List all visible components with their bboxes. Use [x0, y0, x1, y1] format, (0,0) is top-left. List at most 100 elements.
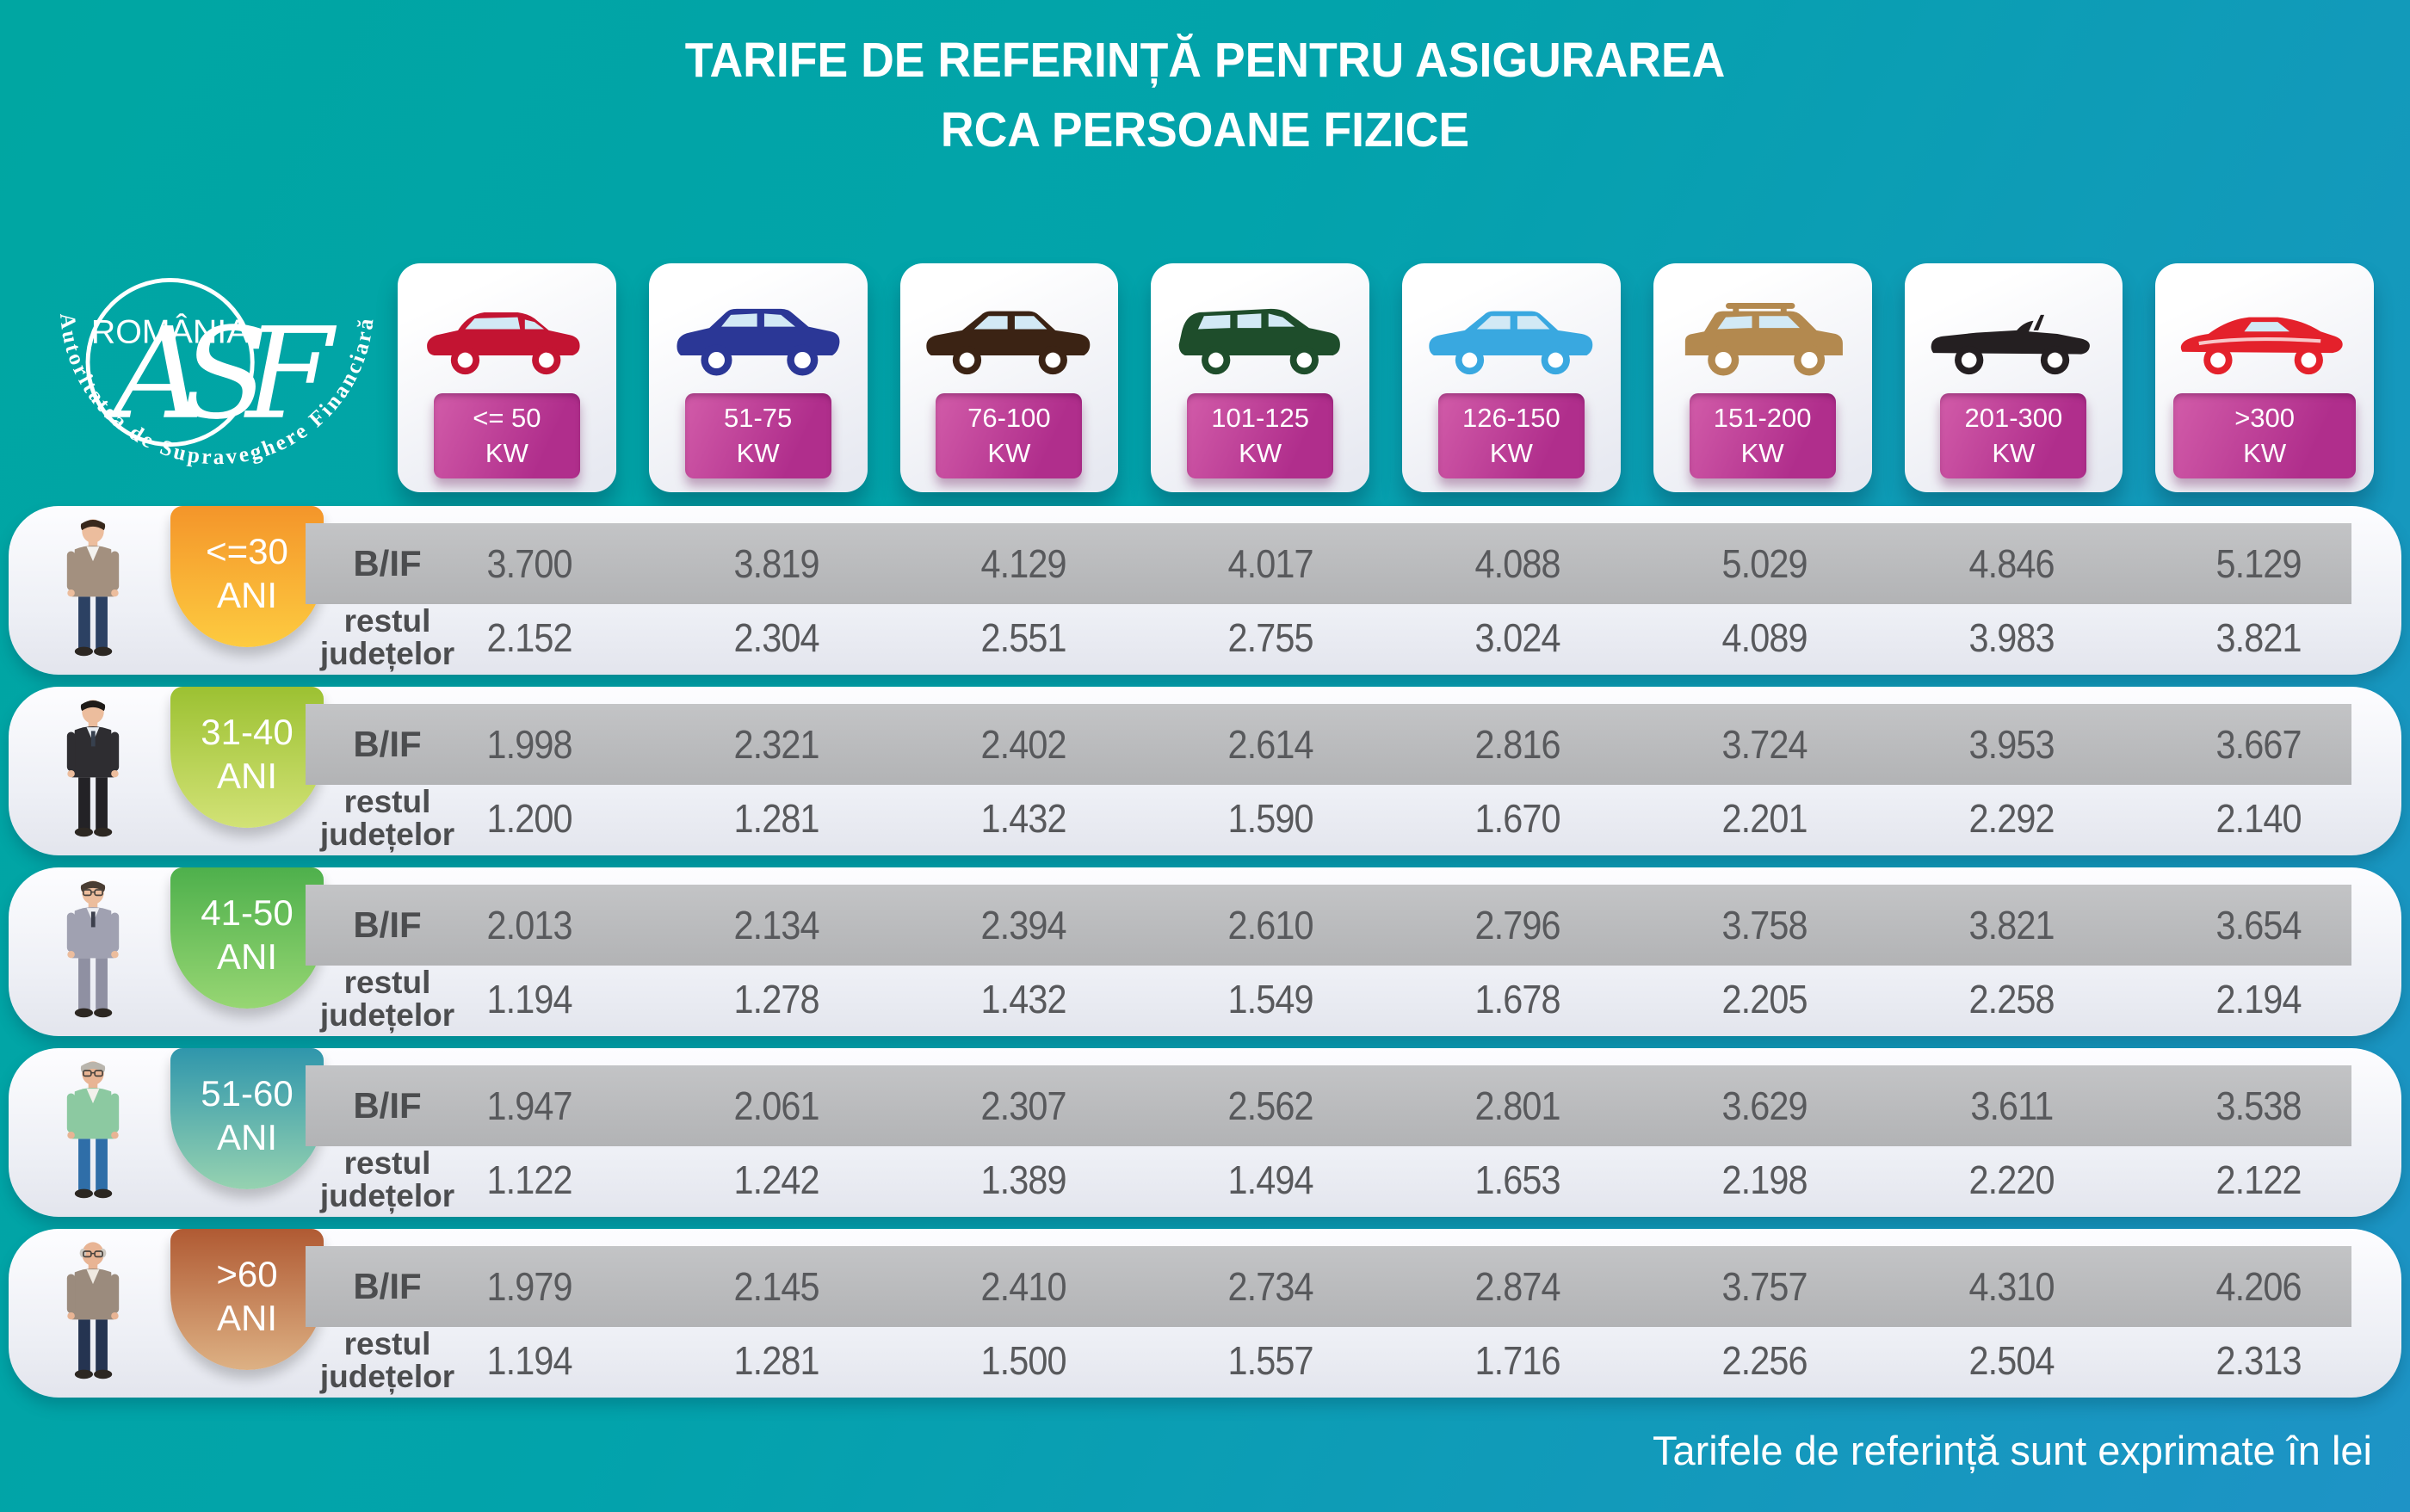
tariff-cell: 4.206 [2135, 1246, 2382, 1327]
region-label-bif: B/IF [353, 543, 422, 583]
power-card: >300 KW [2155, 263, 2374, 492]
tariff-cell: 2.061 [653, 1065, 900, 1146]
tariff-value: 1.716 [1474, 1338, 1561, 1383]
bif-values: 1.979 2.145 2.410 2.734 2.874 3.757 4.310 4.206 [406, 1246, 2382, 1327]
power-range-value: 76-100 [967, 403, 1051, 434]
rest-values: 2.152 2.304 2.551 2.755 3.024 4.089 3.983 3.821 [406, 606, 2382, 670]
tariff-value: 2.205 [1721, 977, 1808, 1021]
power-card: 76-100 KW [899, 263, 1119, 492]
tariff-value: 4.310 [1968, 1264, 2055, 1309]
tariff-value: 2.551 [980, 615, 1067, 660]
power-range-value: 201-300 [1964, 403, 2063, 434]
tariff-value: 2.201 [1721, 796, 1808, 841]
tariff-cell: 3.724 [1641, 704, 1888, 785]
region-label-rest: restul județelor [319, 784, 455, 852]
tariff-value: 3.024 [1474, 615, 1561, 660]
hatchback-car-icon [426, 312, 580, 375]
tariff-value: 2.610 [1227, 903, 1314, 947]
tariff-cell: 2.801 [1394, 1065, 1641, 1146]
tariff-cell: 4.129 [900, 523, 1147, 604]
tariff-cell: 2.504 [1888, 1329, 2135, 1392]
tariff-cell: 3.821 [2135, 606, 2382, 670]
tariff-value: 3.700 [486, 541, 573, 586]
power-range-unit: KW [485, 437, 528, 468]
tariff-cell: 2.304 [653, 606, 900, 670]
rest-band: restul județelor 1.122 1.242 1.389 1.494 1.6… [306, 1145, 2351, 1213]
rest-band: restul județelor 1.194 1.281 1.500 1.557 1.7… [306, 1328, 2351, 1392]
tariff-value: 1.998 [486, 722, 573, 767]
tariff-value: 2.874 [1474, 1264, 1561, 1309]
tariff-cell: 4.846 [1888, 523, 2135, 604]
tariff-value: 2.801 [1474, 1083, 1561, 1128]
tariff-value: 2.394 [980, 903, 1067, 947]
tariff-cell: 4.310 [1888, 1246, 2135, 1327]
tariff-value: 3.654 [2215, 903, 2302, 947]
tariff-value: 2.321 [733, 722, 820, 767]
bif-band: B/IF 1.998 2.321 2.402 2.614 2.816 3.724 3.953… [306, 704, 2351, 785]
tariff-value: 3.953 [1968, 722, 2055, 767]
tariff-value: 1.122 [486, 1157, 573, 1202]
region-label-rest: restul județelor [319, 1145, 455, 1213]
page-title-line1: TARIFE DE REFERINȚĂ PENTRU ASIGURAREA [684, 33, 1726, 88]
region-label-rest: restul județelor [319, 603, 455, 671]
tariff-cell: 2.258 [1888, 967, 2135, 1031]
tariff-value: 1.194 [486, 1338, 573, 1383]
tariff-cell: 1.653 [1394, 1148, 1641, 1212]
tariff-cell: 1.590 [1147, 787, 1394, 850]
rest-values: 1.194 1.278 1.432 1.549 1.678 2.205 2.258 2.194 [406, 967, 2382, 1031]
tariff-value: 2.796 [1474, 903, 1561, 947]
tariff-value: 2.562 [1227, 1083, 1314, 1128]
tariff-value: 1.432 [980, 977, 1067, 1021]
age-unit: ANI [216, 936, 277, 978]
tariff-value: 4.206 [2215, 1264, 2302, 1309]
rest-values: 1.122 1.242 1.389 1.494 1.653 2.198 2.220 2.122 [406, 1148, 2382, 1212]
tariff-cell: 1.194 [406, 967, 653, 1031]
tariff-value: 2.122 [2215, 1157, 2302, 1202]
tariff-value: 1.947 [486, 1083, 573, 1128]
tariff-value: 1.670 [1474, 796, 1561, 841]
tariff-cell: 2.394 [900, 885, 1147, 966]
tariff-cell: 1.281 [653, 1329, 900, 1392]
tariff-cell: 1.242 [653, 1148, 900, 1212]
tariff-cell: 1.194 [406, 1329, 653, 1392]
page-title-line2: RCA PERSOANE FIZICE [940, 102, 1470, 157]
power-card: 151-200 KW [1653, 263, 1872, 492]
power-range-label: 201-300 KW [1940, 393, 2087, 478]
power-card: <= 50 KW [398, 263, 616, 492]
suv-car-icon [1684, 302, 1843, 376]
rest-values: 1.200 1.281 1.432 1.590 1.670 2.201 2.292 2.140 [406, 787, 2382, 850]
tariff-cell: 2.614 [1147, 704, 1394, 785]
tariff-value: 1.653 [1474, 1157, 1561, 1202]
footer-note: Tarifele de referință sunt exprimate în … [1653, 1428, 2372, 1473]
tariff-value: 1.979 [486, 1264, 573, 1309]
bif-band: B/IF 1.979 2.145 2.410 2.734 2.874 3.757 4.310… [306, 1246, 2351, 1327]
tariff-value: 2.307 [980, 1083, 1067, 1128]
age-row: 31-40 ANI B/IF 1.998 2.321 2.402 2.614 2.816… [9, 687, 2401, 855]
age-range: >60 [216, 1254, 278, 1294]
tariff-value: 3.667 [2215, 722, 2302, 767]
tariff-cell: 1.122 [406, 1148, 653, 1212]
tariff-value: 2.614 [1227, 722, 1314, 767]
tariff-value: 2.292 [1968, 796, 2055, 841]
power-range-value: <= 50 [473, 403, 541, 434]
minivan-car-icon [1178, 308, 1341, 375]
tariff-value: 2.313 [2215, 1338, 2302, 1383]
man-gray-suit-icon [66, 880, 120, 1018]
tariff-cell: 1.432 [900, 967, 1147, 1031]
tariff-cell: 2.313 [2135, 1329, 2382, 1392]
tariff-value: 2.152 [486, 615, 573, 660]
age-row: 51-60 ANI B/IF 1.947 2.061 2.307 2.562 2.801… [9, 1048, 2401, 1217]
bif-values: 2.013 2.134 2.394 2.610 2.796 3.758 3.821 3.654 [406, 885, 2382, 966]
young-man-icon [66, 519, 120, 657]
tariff-cell: 2.551 [900, 606, 1147, 670]
age-row: 41-50 ANI B/IF 2.013 2.134 2.394 2.610 2.796… [9, 867, 2401, 1036]
power-card: 201-300 KW [1904, 263, 2123, 492]
tariff-cell: 5.129 [2135, 523, 2382, 604]
tariff-cell: 2.734 [1147, 1246, 1394, 1327]
tariff-cell: 1.979 [406, 1246, 653, 1327]
age-row: <=30 ANI B/IF 3.700 3.819 4.129 4.017 4.088 5… [9, 506, 2401, 675]
asf-logo: ROMÂNIA ASF Autoritatea de Supraveghere … [55, 277, 376, 469]
tariff-cell: 3.757 [1641, 1246, 1888, 1327]
power-range-unit: KW [1489, 437, 1533, 468]
tariff-cell: 1.678 [1394, 967, 1641, 1031]
